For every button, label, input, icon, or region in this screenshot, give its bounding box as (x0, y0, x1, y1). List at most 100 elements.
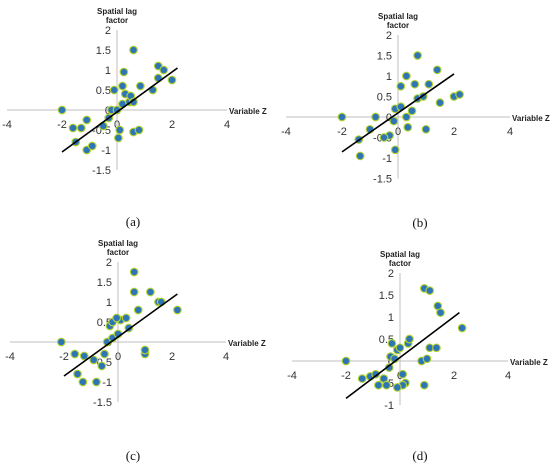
data-point (392, 383, 402, 392)
x-tick-label: 4 (505, 370, 511, 382)
y-tick-label: 2 (106, 257, 112, 269)
data-point (407, 106, 417, 116)
data-point (371, 112, 380, 122)
panel-caption: (b) (412, 215, 427, 230)
y-axis-label-line2: factor (389, 259, 411, 268)
y-axis-label: Spatial lag factor (378, 12, 418, 30)
data-point (374, 380, 383, 390)
y-tick-label: 2 (388, 268, 394, 280)
panel-caption: (a) (126, 214, 140, 229)
x-tick-label: 0 (114, 119, 120, 131)
y-tick-label: 1.5 (377, 51, 392, 63)
y-tick-label: 2 (386, 30, 392, 42)
y-tick-label: 1 (106, 297, 112, 309)
y-tick-label: -1 (384, 400, 394, 412)
data-point (129, 267, 139, 277)
y-tick-label: 1.5 (96, 45, 111, 57)
data-point (389, 116, 399, 126)
data-point (432, 65, 442, 75)
panel-caption: (c) (126, 448, 140, 463)
y-tick-label: -1.5 (373, 174, 392, 186)
x-tick-label: 2 (169, 119, 175, 131)
y-tick-label: -1 (102, 377, 112, 389)
data-point (146, 287, 155, 297)
x-tick-label: 4 (507, 126, 513, 138)
y-tick-label: -1 (382, 153, 392, 165)
y-axis-label: Spatial lag factor (97, 7, 137, 25)
data-point (56, 337, 66, 347)
x-tick-label: -4 (5, 351, 15, 363)
data-point (89, 355, 99, 365)
data-point (435, 98, 445, 107)
y-tick-label: 0 (386, 112, 392, 124)
x-tick-label: 2 (451, 370, 457, 382)
x-axis-label: Variable Z (512, 114, 550, 123)
trendline (341, 73, 455, 153)
data-point (79, 351, 89, 361)
data-point (402, 71, 411, 81)
x-tick-label: -4 (2, 119, 12, 131)
y-tick-label: -1 (101, 145, 111, 157)
data-point (129, 287, 139, 297)
trendline (345, 311, 460, 400)
data-point (421, 124, 431, 134)
y-axis-label-line2: factor (107, 248, 129, 257)
data-point (173, 305, 182, 315)
data-point (410, 79, 420, 89)
data-point (76, 123, 86, 133)
data-point (419, 380, 429, 390)
data-point (129, 45, 138, 55)
y-tick-label: 2 (105, 25, 111, 37)
data-point (112, 313, 121, 323)
data-point (398, 369, 408, 379)
data-point (121, 313, 131, 323)
data-point (402, 112, 411, 122)
data-point (387, 339, 397, 348)
data-point (382, 380, 391, 390)
data-point (82, 115, 92, 125)
data-point (73, 369, 82, 379)
x-tick-label: 2 (451, 126, 457, 138)
data-point (371, 369, 381, 379)
data-point (167, 75, 177, 85)
y-axis-label-line1: Spatial lag (97, 7, 137, 16)
trendline (63, 293, 178, 377)
y-axis-label-line2: factor (387, 21, 409, 30)
data-point (403, 122, 413, 132)
x-tick-label: -4 (287, 370, 297, 382)
y-axis-label-line1: Spatial lag (378, 12, 418, 21)
y-tick-label: 1 (388, 312, 394, 324)
trendline (61, 67, 178, 153)
data-point (341, 356, 351, 366)
data-point (134, 125, 144, 135)
data-point (57, 105, 67, 115)
y-tick-label: 0.5 (377, 92, 392, 104)
data-point (68, 123, 78, 133)
data-point (133, 305, 143, 315)
data-point (136, 81, 145, 91)
data-point (119, 67, 129, 77)
data-point (355, 151, 365, 161)
data-point (337, 112, 347, 122)
data-point (115, 125, 125, 135)
x-tick-label: 4 (224, 119, 230, 131)
data-point (87, 141, 97, 151)
data-point (357, 374, 367, 383)
x-tick-label: 4 (223, 351, 229, 363)
x-tick-label: -2 (59, 351, 69, 363)
y-axis-label-line1: Spatial lag (98, 239, 138, 248)
y-tick-label: 1.5 (97, 277, 112, 289)
data-point (422, 354, 432, 364)
data-point (436, 308, 445, 317)
y-axis-label: Spatial lag factor (98, 239, 138, 257)
y-axis-label-line2: factor (106, 16, 128, 25)
data-point (425, 286, 435, 295)
data-point (396, 81, 406, 91)
y-tick-label: 1 (386, 71, 392, 83)
data-point (424, 79, 434, 89)
x-axis-label: Variable Z (228, 339, 266, 348)
data-point (455, 90, 464, 99)
